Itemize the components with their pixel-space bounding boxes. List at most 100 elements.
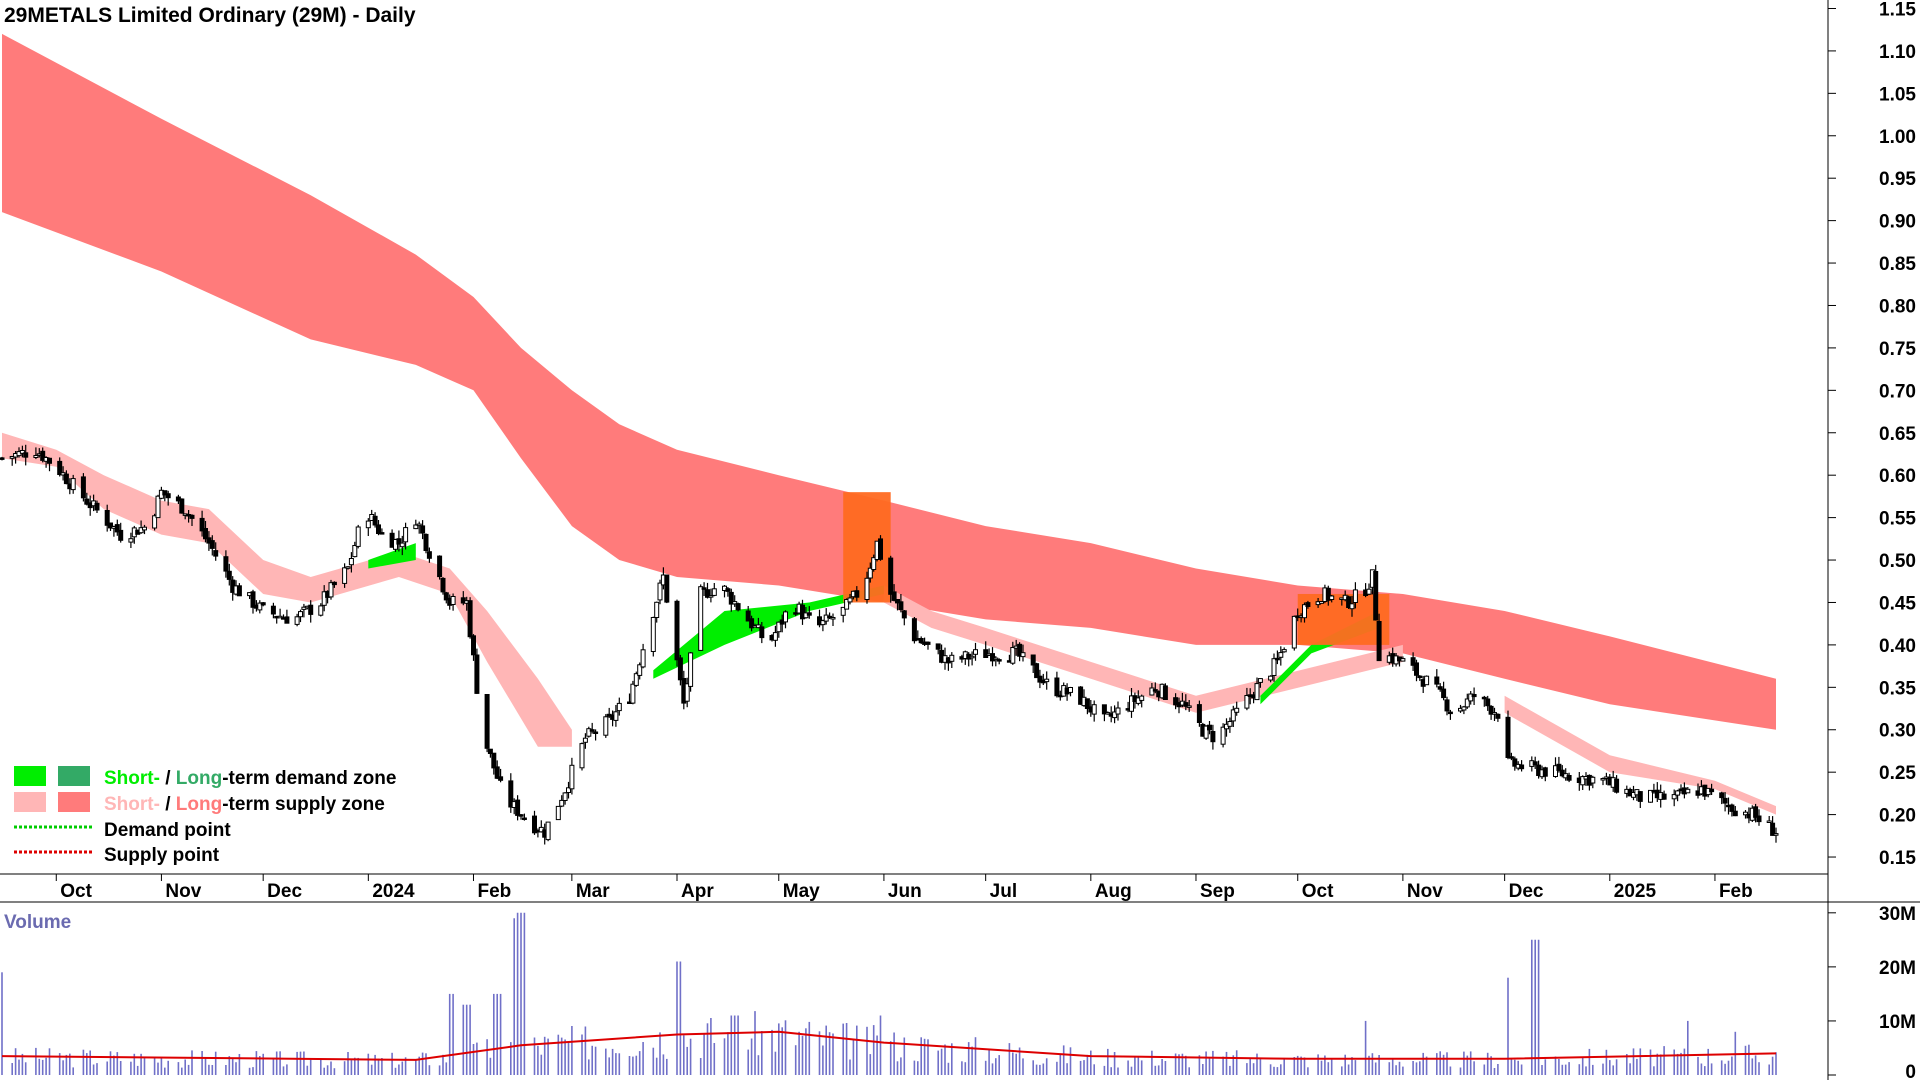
volume-tick-label: 30M	[1879, 904, 1916, 925]
candle-body	[1230, 709, 1236, 722]
candle-body	[545, 821, 551, 841]
candle-body	[895, 599, 900, 604]
candle-body	[776, 621, 782, 633]
candle-body	[973, 649, 978, 655]
legend: Short- / Long-term demand zone Short- / …	[14, 766, 396, 866]
candle-body	[593, 731, 599, 734]
candle-body	[521, 817, 527, 820]
candle-body	[749, 618, 755, 629]
candle-body	[1495, 713, 1501, 719]
candle-body	[1257, 678, 1263, 683]
candle-body	[23, 452, 29, 458]
price-tick-label: 0.45	[1879, 593, 1916, 614]
candle-body	[467, 600, 473, 638]
time-tick-label: Feb	[1719, 881, 1753, 902]
candle-body	[745, 610, 751, 622]
candle-body	[1183, 702, 1189, 707]
price-tick-label: 0.15	[1879, 848, 1916, 869]
candle-body	[114, 524, 120, 533]
legend-demand-long: Long	[176, 768, 222, 789]
candle-body	[830, 617, 836, 620]
candle-body	[993, 657, 999, 661]
candle-body	[342, 567, 348, 584]
candle-body	[888, 557, 894, 595]
candle-body	[498, 776, 504, 781]
candle-body	[1244, 695, 1250, 709]
price-tick-label: 0.50	[1879, 551, 1916, 572]
volume-moving-average-line	[1, 1030, 1777, 1061]
candle-body	[19, 450, 25, 454]
candle-body	[179, 498, 185, 514]
legend-demand-sep: /	[160, 768, 176, 789]
candle-body	[1542, 767, 1548, 777]
legend-supply-short: Short-	[104, 794, 160, 815]
candle-body	[1414, 662, 1419, 676]
candle-body	[1424, 675, 1430, 686]
candle-body	[1376, 621, 1382, 662]
candle-body	[569, 764, 575, 790]
candle-body	[328, 582, 334, 598]
candle-body	[1743, 811, 1748, 816]
candle-body	[674, 600, 680, 661]
candle-body	[840, 606, 846, 616]
candle-body	[1203, 725, 1209, 739]
candle-body	[725, 588, 731, 592]
time-tick-label: Jun	[888, 881, 922, 902]
candle-body	[1173, 697, 1179, 706]
candle-body	[1753, 806, 1759, 818]
candle-body	[226, 570, 232, 580]
candle-body	[1325, 587, 1331, 601]
candle-body	[586, 728, 592, 737]
candle-body	[1441, 688, 1447, 699]
time-tick-label: Jul	[990, 881, 1017, 902]
candle-body	[142, 526, 147, 531]
candle-body	[1508, 756, 1514, 759]
candle-body	[996, 659, 1002, 662]
candle-body	[284, 616, 290, 624]
candle-body	[257, 602, 263, 611]
candle-body	[566, 787, 571, 793]
candle-body	[864, 577, 870, 600]
candle-body	[1210, 731, 1216, 743]
legend-swatch-long-supply	[58, 792, 90, 812]
candle-body	[345, 566, 351, 569]
candle-body	[33, 455, 39, 458]
chart-title: 29METALS Limited Ordinary (29M) - Daily	[4, 4, 416, 27]
candle-body	[1091, 704, 1097, 715]
price-tick-label: 1.05	[1879, 84, 1916, 105]
candle-body	[413, 524, 419, 530]
candle-body	[1556, 763, 1562, 771]
legend-demand-point-label: Demand point	[104, 820, 231, 841]
candle-body	[1444, 699, 1450, 712]
price-tick-label: 0.75	[1879, 339, 1916, 360]
candle-body	[684, 683, 690, 702]
candle-body	[203, 528, 208, 540]
candle-body	[1352, 589, 1358, 604]
candle-body	[1227, 721, 1233, 727]
candle-body	[1254, 683, 1260, 701]
candle-body	[1512, 758, 1518, 767]
candle-body	[352, 545, 358, 558]
candle-body	[1129, 695, 1134, 712]
volume-panel-label: Volume	[4, 912, 71, 933]
candle-body	[331, 581, 337, 586]
candle-body	[582, 737, 588, 743]
candle-body	[1281, 649, 1287, 653]
legend-supply-rest: -term supply zone	[222, 794, 385, 815]
candle-body	[450, 596, 456, 605]
candle-layer	[0, 444, 1779, 845]
candle-body	[348, 558, 354, 566]
candle-body	[711, 588, 717, 596]
candle-body	[664, 574, 670, 603]
candle-body	[104, 510, 110, 526]
candle-body	[63, 473, 69, 485]
candle-body	[616, 702, 622, 712]
candle-body	[1671, 794, 1677, 800]
time-tick-label: Apr	[681, 881, 714, 902]
candle-body	[1675, 790, 1681, 796]
candle-body	[613, 711, 619, 721]
candle-body	[1278, 652, 1284, 658]
time-tick-label: 2024	[372, 881, 415, 902]
candle-body	[518, 814, 524, 817]
candle-body	[1196, 704, 1202, 723]
